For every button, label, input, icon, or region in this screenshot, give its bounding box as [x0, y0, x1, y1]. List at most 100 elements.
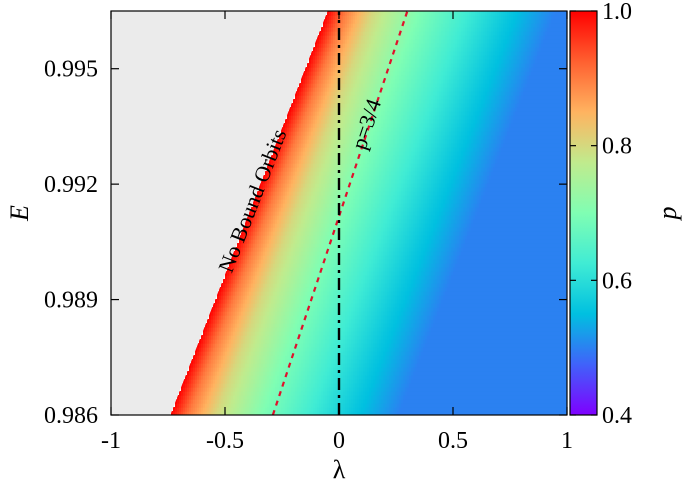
heatmap-cell	[545, 411, 548, 415]
heatmap-cell	[235, 307, 238, 312]
heatmap-cell	[299, 323, 302, 328]
heatmap-cell	[255, 339, 258, 344]
heatmap-cell	[341, 363, 344, 368]
heatmap-cell	[295, 351, 298, 356]
heatmap-cell	[555, 403, 558, 408]
heatmap-cell	[233, 399, 236, 404]
heatmap-cell	[485, 343, 488, 348]
heatmap-cell	[277, 411, 280, 415]
heatmap-cell	[357, 339, 360, 344]
heatmap-cell	[561, 407, 564, 412]
heatmap-cell	[185, 375, 188, 380]
heatmap-cell	[275, 351, 278, 356]
heatmap-cell	[487, 411, 490, 415]
heatmap-cell	[397, 375, 400, 380]
heatmap-cell	[453, 343, 456, 348]
heatmap-cell	[489, 399, 492, 404]
heatmap-cell	[547, 383, 550, 388]
heatmap-cell	[505, 339, 508, 344]
heatmap-cell	[227, 319, 230, 324]
heatmap-cell	[229, 379, 232, 384]
heatmap-cell	[429, 319, 432, 324]
heatmap-cell	[437, 311, 440, 316]
heatmap-cell	[265, 383, 268, 388]
heatmap-cell	[275, 379, 278, 384]
heatmap-cell	[239, 399, 242, 404]
heatmap-cell	[265, 339, 268, 344]
heatmap-cell	[311, 323, 314, 328]
heatmap-cell	[463, 411, 466, 415]
heatmap-cell	[267, 327, 270, 332]
heatmap-cell	[417, 335, 420, 340]
heatmap-cell	[423, 331, 426, 336]
heatmap-cell	[469, 319, 472, 324]
heatmap-cell	[371, 319, 374, 324]
heatmap-cell	[483, 335, 486, 340]
heatmap-cell	[345, 363, 348, 368]
heatmap-cell	[425, 339, 428, 344]
heatmap-cell	[335, 323, 338, 328]
heatmap-cell	[493, 355, 496, 360]
heatmap-cell	[515, 327, 518, 332]
heatmap-cell	[397, 371, 400, 376]
heatmap-cell	[359, 379, 362, 384]
heatmap-cell	[547, 407, 550, 412]
heatmap-cell	[487, 399, 490, 404]
heatmap-cell	[223, 323, 226, 328]
heatmap-cell	[277, 335, 280, 340]
heatmap-cell	[433, 311, 436, 316]
heatmap-cell	[269, 411, 272, 415]
heatmap-cell	[329, 315, 332, 320]
heatmap-cell	[481, 371, 484, 376]
heatmap-cell	[495, 399, 498, 404]
heatmap-cell	[535, 323, 538, 328]
heatmap-cell	[369, 335, 372, 340]
heatmap-cell	[307, 315, 310, 320]
heatmap-cell	[463, 355, 466, 360]
heatmap-cell	[507, 339, 510, 344]
heatmap-cell	[329, 387, 332, 392]
heatmap-cell	[379, 307, 382, 312]
heatmap-cell	[317, 339, 320, 344]
heatmap-cell	[489, 411, 492, 415]
heatmap-cell	[207, 355, 210, 360]
heatmap-cell	[479, 391, 482, 396]
heatmap-cell	[473, 399, 476, 404]
heatmap-cell	[399, 387, 402, 392]
heatmap-cell	[549, 359, 552, 364]
heatmap-cell	[249, 307, 252, 312]
heatmap-cell	[405, 411, 408, 415]
heatmap-cell	[339, 383, 342, 388]
heatmap-cell	[335, 327, 338, 332]
heatmap-cell	[239, 411, 242, 415]
heatmap-cell	[367, 315, 370, 320]
heatmap-cell	[317, 411, 320, 415]
heatmap-cell	[201, 395, 204, 400]
heatmap-cell	[557, 399, 560, 404]
heatmap-cell	[321, 375, 324, 380]
heatmap-cell	[417, 339, 420, 344]
heatmap-cell	[249, 311, 252, 316]
heatmap-cell	[293, 395, 296, 400]
heatmap-cell	[457, 371, 460, 376]
heatmap-cell	[347, 379, 350, 384]
heatmap-cell	[461, 315, 464, 320]
heatmap-cell	[411, 403, 414, 408]
heatmap-cell	[341, 307, 344, 312]
heatmap-cell	[257, 347, 260, 352]
heatmap-cell	[527, 383, 530, 388]
heatmap-cell	[355, 399, 358, 404]
heatmap-cell	[333, 315, 336, 320]
heatmap-cell	[269, 387, 272, 392]
heatmap-cell	[369, 371, 372, 376]
heatmap-cell	[443, 395, 446, 400]
heatmap-cell	[243, 391, 246, 396]
heatmap-cell	[449, 387, 452, 392]
heatmap-cell	[213, 379, 216, 384]
heatmap-cell	[275, 355, 278, 360]
heatmap-cell	[471, 407, 474, 412]
heatmap-cell	[319, 403, 322, 408]
heatmap-cell	[431, 347, 434, 352]
heatmap-cell	[477, 331, 480, 336]
heatmap-cell	[459, 331, 462, 336]
